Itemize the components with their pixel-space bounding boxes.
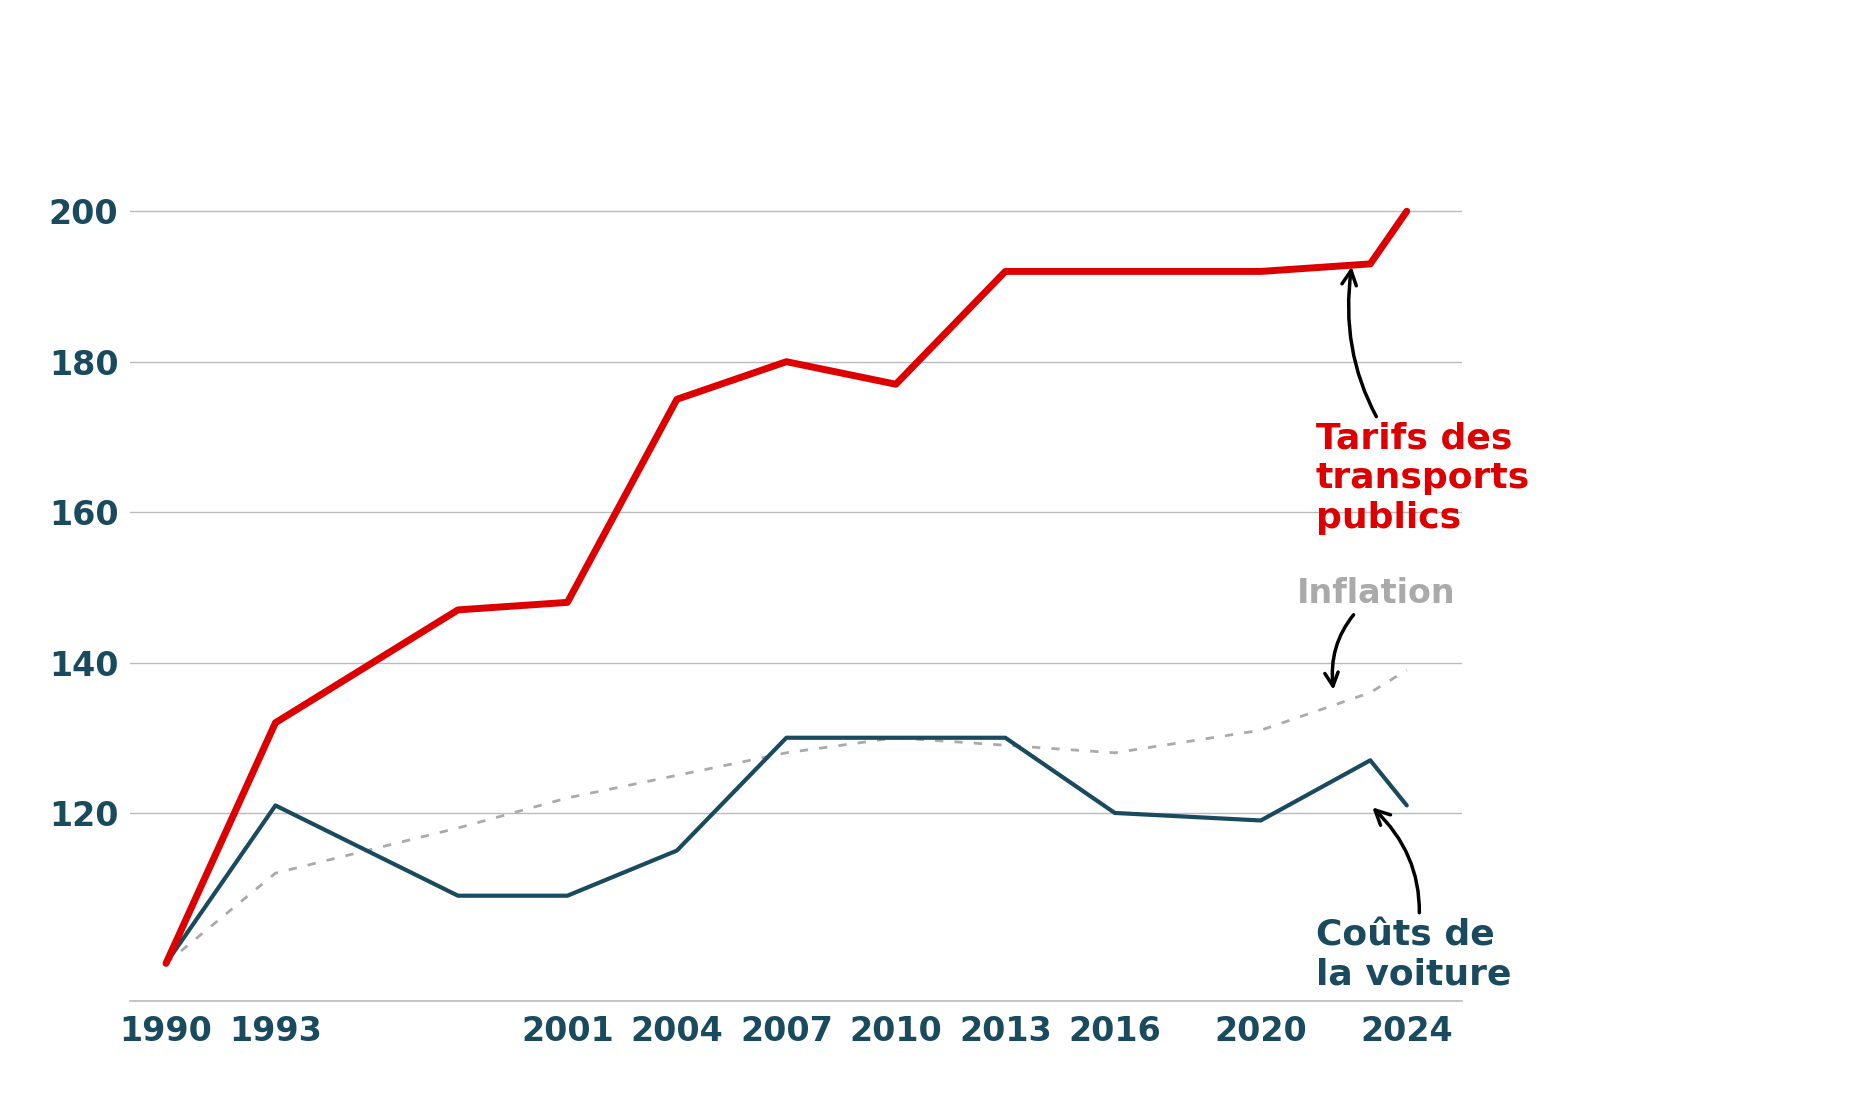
- Text: Inflation: Inflation: [1297, 576, 1456, 686]
- Text: Les tarifs des transports publics augmentent 4x plus vite que la voiture: Les tarifs des transports publics augmen…: [56, 40, 1745, 81]
- Text: Tarifs des
transports
publics: Tarifs des transports publics: [1315, 271, 1530, 535]
- Text: Coûts de
la voiture: Coûts de la voiture: [1315, 810, 1511, 992]
